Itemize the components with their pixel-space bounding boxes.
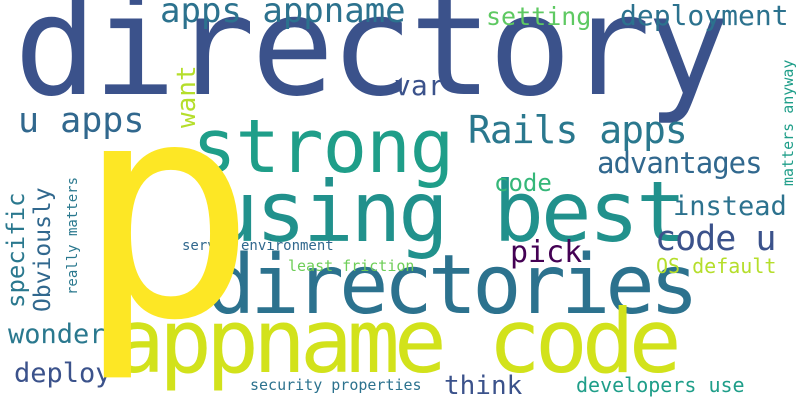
word-code: code	[494, 169, 552, 197]
word-think: think	[444, 371, 523, 400]
word-deploy: deploy	[14, 358, 112, 389]
word-developers-use: developers use	[576, 373, 745, 397]
word-directories: directories	[206, 238, 699, 333]
word-security-properties: security properties	[250, 376, 422, 394]
word-wonder: wonder	[8, 319, 106, 350]
word-code-u: code u	[655, 219, 776, 259]
word-want: want	[172, 65, 202, 128]
word-strong: strong	[192, 104, 454, 190]
word-specific: specific	[2, 192, 30, 308]
word-u-apps: u apps	[18, 101, 145, 141]
word-pick: pick	[510, 235, 583, 270]
word-obviously: Obviously	[30, 187, 56, 312]
word-os-default: OS default	[656, 254, 777, 278]
word-least-friction: least friction	[288, 257, 415, 275]
word-var: var	[394, 69, 445, 102]
word-rails-apps: Rails apps	[468, 108, 688, 152]
word-appname-code: appname code	[112, 290, 682, 393]
word-p: p	[76, 37, 257, 386]
word-using-best: using best	[208, 163, 687, 261]
word-setting: setting	[486, 2, 592, 31]
word-deployment: deployment	[620, 0, 789, 32]
word-advantages: advantages	[597, 146, 763, 180]
word-server-environment: server environment	[182, 238, 334, 254]
word-really-matters: really matters	[65, 176, 81, 295]
word-directory: directory	[14, 0, 730, 127]
word-matters-anyway: matters anyway	[779, 59, 797, 186]
word-instead: instead	[673, 191, 787, 222]
word-apps-appname: apps appname	[160, 0, 406, 31]
